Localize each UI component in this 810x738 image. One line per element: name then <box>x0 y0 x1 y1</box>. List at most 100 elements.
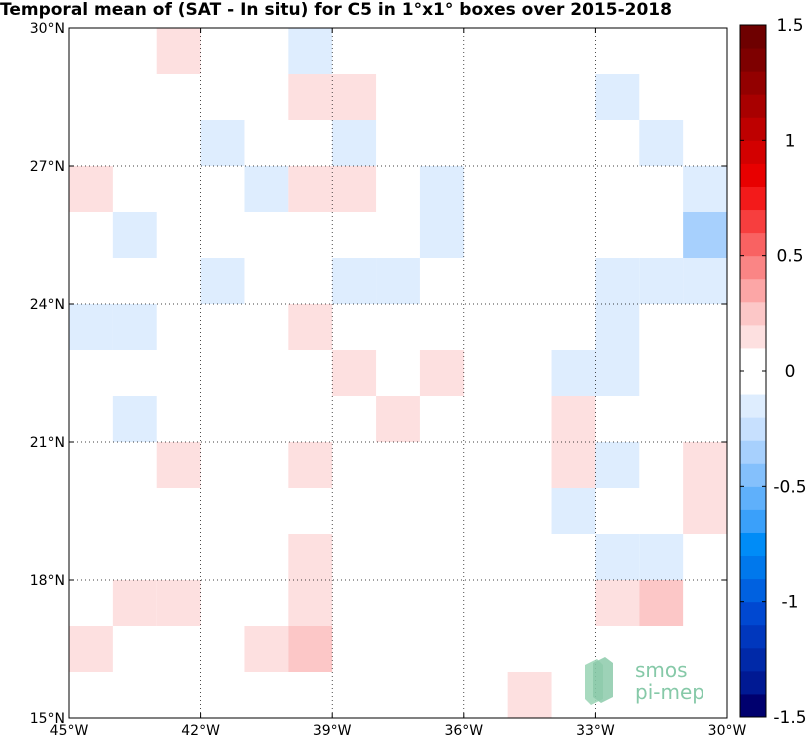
heatmap-cell <box>288 442 333 488</box>
colorbar-segment <box>740 440 766 464</box>
heatmap-cell <box>595 258 640 304</box>
y-tick-label: 21°N <box>30 435 65 451</box>
heatmap-cell <box>551 442 596 488</box>
y-tick-label: 27°N <box>30 159 65 175</box>
heatmap-cell <box>419 350 464 396</box>
colorbar-tick-label: 0.5 <box>776 247 803 267</box>
heatmap-cell <box>332 350 377 396</box>
heatmap-cell <box>112 580 157 626</box>
colorbar-segment <box>740 140 766 164</box>
colorbar-segment <box>740 347 766 372</box>
heatmap-cell <box>200 258 245 304</box>
heatmap-cell <box>244 626 289 672</box>
heatmap-cell <box>332 74 377 120</box>
heatmap-cell <box>507 672 552 718</box>
heatmap-cell <box>595 304 640 350</box>
colorbar-segment <box>740 394 766 418</box>
heatmap-cell <box>639 534 684 580</box>
heatmap-cell <box>288 304 333 350</box>
heatmap-cell <box>683 488 727 534</box>
colorbar-segment <box>740 232 766 257</box>
colorbar-segment <box>740 417 766 441</box>
heatmap-cell <box>332 258 377 304</box>
heatmap-cell <box>376 396 420 442</box>
logo-text-line1: smos <box>635 658 688 682</box>
x-tick-label: 42°W <box>181 723 220 738</box>
colorbar-segment <box>740 94 766 118</box>
y-tick-label: 24°N <box>30 297 65 313</box>
colorbar-segment <box>740 278 766 303</box>
x-tick-label: 36°W <box>444 723 483 738</box>
heatmap-cell <box>69 166 113 212</box>
heatmap-cell <box>683 258 727 304</box>
heatmap-cell <box>156 580 201 626</box>
colorbar-segment <box>740 624 766 649</box>
colorbar-segment <box>740 48 766 72</box>
heatmap-cell <box>156 28 201 74</box>
x-tick-label: 30°W <box>708 723 747 738</box>
heatmap-cell <box>288 626 333 672</box>
colorbar-segment <box>740 25 766 49</box>
heatmap-cell <box>551 396 596 442</box>
colorbar-segment <box>740 71 766 95</box>
colorbar-segment <box>740 509 766 533</box>
colorbar-segment <box>740 324 766 349</box>
colorbar-tick-label: 1 <box>785 131 796 151</box>
colorbar: 1.5 1 0.5 0 -0.5 -1 -1.5 <box>739 16 807 728</box>
heatmap-cells <box>69 28 727 718</box>
colorbar-segment <box>740 486 766 510</box>
colorbar-segment <box>740 601 766 626</box>
heatmap-cell <box>639 120 684 166</box>
heatmap-cell <box>683 166 727 212</box>
y-tick-label: 15°N <box>30 711 65 727</box>
x-axis-ticks: 45°W 42°W 39°W 36°W 33°W 30°W <box>50 28 747 738</box>
heatmap-cell <box>332 120 377 166</box>
x-tick-label: 45°W <box>50 723 89 738</box>
heatmap-cell <box>112 396 157 442</box>
heatmap-cell <box>288 534 333 580</box>
heatmap-cell <box>683 212 727 258</box>
colorbar-tick-label: 0 <box>785 362 796 382</box>
colorbar-segment <box>740 301 766 326</box>
heatmap-cell <box>69 626 113 672</box>
x-tick-label: 33°W <box>576 723 615 738</box>
colorbar-segment <box>740 670 766 695</box>
heatmap-cell <box>595 350 640 396</box>
colorbar-tick-label: -1.5 <box>773 708 806 728</box>
colorbar-tick-label: 1.5 <box>776 16 803 36</box>
logo-mark-icon <box>585 657 613 705</box>
heatmap-cell <box>332 166 377 212</box>
colorbar-segment <box>740 578 766 603</box>
heatmap-cell <box>639 258 684 304</box>
colorbar-segment <box>740 555 766 580</box>
colorbar-segment <box>740 532 766 557</box>
y-axis-ticks: 15°N 18°N 21°N 24°N 27°N 30°N <box>30 21 727 727</box>
colorbar-tick-label: -1 <box>782 593 799 613</box>
heatmap-cell <box>288 166 333 212</box>
heatmap-cell <box>551 488 596 534</box>
x-tick-label: 39°W <box>313 723 352 738</box>
colorbar-segment <box>740 117 766 141</box>
heatmap-cell <box>595 442 640 488</box>
colorbar-tick-label: -0.5 <box>773 477 806 497</box>
heatmap-cell <box>69 304 113 350</box>
heatmap-cell <box>156 442 201 488</box>
heatmap-cell <box>551 350 596 396</box>
heatmap-cell <box>112 304 157 350</box>
y-tick-label: 30°N <box>30 21 65 37</box>
heatmap-cell <box>112 212 157 258</box>
heatmap-cell <box>683 442 727 488</box>
colorbar-segment <box>740 186 766 211</box>
smos-pi-mep-logo: smos pi-mep <box>583 655 703 707</box>
heatmap-cell <box>288 580 333 626</box>
y-tick-label: 18°N <box>30 573 65 589</box>
colorbar-segment <box>740 463 766 487</box>
heatmap-cell <box>595 534 640 580</box>
heatmap-cell <box>200 120 245 166</box>
colorbar-segment <box>740 371 766 395</box>
heatmap-cell <box>595 580 640 626</box>
heatmap-cell <box>288 28 333 74</box>
heatmap-cell <box>419 166 464 212</box>
heatmap-cell <box>639 580 684 626</box>
